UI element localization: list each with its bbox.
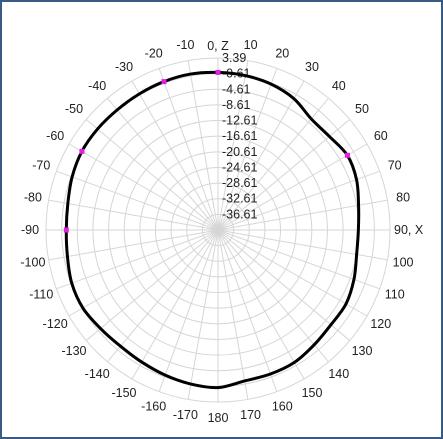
angle-label: 110	[385, 287, 405, 301]
angle-label: -20	[145, 46, 163, 60]
angle-label: -60	[46, 129, 64, 143]
grid-spoke-2	[217, 68, 278, 231]
radial-tick-label: -28.61	[222, 176, 257, 190]
angle-label: 170	[240, 408, 261, 422]
angle-label: 0, Z	[207, 39, 229, 53]
angle-label: 80	[396, 190, 410, 204]
angle-label: 120	[370, 317, 391, 331]
trace-marker	[344, 152, 350, 158]
grid-spoke-19	[187, 229, 219, 400]
angle-label: 60	[374, 129, 388, 143]
grid-spoke-15	[217, 229, 305, 380]
grid-spoke-7	[217, 170, 380, 231]
trace-marker	[215, 69, 221, 75]
trace-marker	[63, 227, 69, 233]
angle-label: -120	[43, 317, 68, 331]
angle-label: -50	[65, 102, 83, 116]
angle-label: 70	[388, 159, 402, 173]
grid-spoke-14	[217, 229, 329, 363]
angle-label: -140	[85, 367, 110, 381]
grid-spoke-13	[217, 229, 351, 341]
angle-label: 160	[272, 400, 293, 414]
grid-spoke-5	[217, 119, 351, 231]
angle-labels: 0, Z 10 20 30 40 50 60 70 80 90, X 100 110 120 130140…	[20, 38, 423, 425]
grid-spoke-4	[217, 97, 329, 231]
radial-labels: 3.39-0.61-4.61-8.61-12.61-16.61-20.61-24…	[222, 51, 257, 221]
angle-label: -100	[20, 256, 45, 270]
grid-spoke-33	[131, 80, 219, 231]
radial-tick-label: -24.61	[222, 161, 257, 175]
grid-spoke-3	[217, 80, 305, 231]
radial-tick-label: -36.61	[222, 207, 257, 221]
trace-marker	[161, 79, 167, 85]
grid-spoke-10	[217, 229, 388, 261]
grid-spoke-16	[217, 229, 278, 392]
grid-spoke-24	[68, 229, 219, 317]
radial-tick-label: -32.61	[222, 192, 257, 206]
angle-label: -160	[141, 400, 166, 414]
grid-spoke-31	[85, 119, 219, 231]
radial-tick-label: -16.61	[222, 129, 257, 143]
grid-spoke-23	[85, 229, 219, 341]
trace-markers	[63, 69, 350, 233]
angle-label: 140	[328, 367, 349, 381]
grid-spoke-12	[217, 229, 368, 317]
angle-label: -150	[111, 386, 136, 400]
angle-label: 40	[332, 79, 346, 93]
grid-spoke-34	[158, 68, 219, 231]
angle-label: -170	[173, 408, 198, 422]
angle-label: 20	[275, 46, 289, 60]
trace-marker	[79, 148, 85, 154]
radial-tick-label: -8.61	[222, 98, 251, 112]
angle-label: 150	[302, 386, 323, 400]
grid-spoke-20	[158, 229, 219, 392]
grid-spoke-25	[56, 229, 219, 290]
radial-tick-label: -12.61	[222, 114, 257, 128]
angle-label: 50	[355, 102, 369, 116]
angle-label: 10	[244, 38, 258, 52]
grid-spoke-17	[217, 229, 249, 400]
grid-spoke-29	[56, 170, 219, 231]
grid-spoke-30	[68, 143, 219, 231]
radial-tick-label: 3.39	[222, 51, 246, 65]
angle-label: -130	[61, 344, 86, 358]
angle-label: 30	[305, 60, 319, 74]
angle-label: 130	[352, 344, 373, 358]
angle-label: -70	[32, 159, 50, 173]
radial-tick-label: -20.61	[222, 145, 257, 159]
angle-label: -80	[24, 190, 42, 204]
grid-spoke-6	[217, 143, 368, 231]
grid-spoke-1	[217, 60, 249, 231]
grid-spoke-32	[107, 97, 219, 231]
angle-label: 100	[393, 256, 414, 270]
angle-label: -30	[115, 60, 133, 74]
grid-spoke-21	[131, 229, 219, 380]
angle-label: -90	[21, 223, 39, 237]
grid-spoke-35	[187, 60, 219, 231]
grid-spoke-26	[48, 229, 219, 261]
grid-spoke-22	[107, 229, 219, 363]
radial-tick-label: -4.61	[222, 82, 251, 96]
grid-spokes	[46, 58, 390, 402]
angle-label: 180	[208, 411, 229, 425]
angle-label: -10	[176, 38, 194, 52]
angle-label: -40	[88, 79, 106, 93]
angle-label: 90, X	[394, 223, 424, 237]
angle-label: -110	[29, 287, 53, 301]
grid-spoke-28	[48, 199, 219, 231]
